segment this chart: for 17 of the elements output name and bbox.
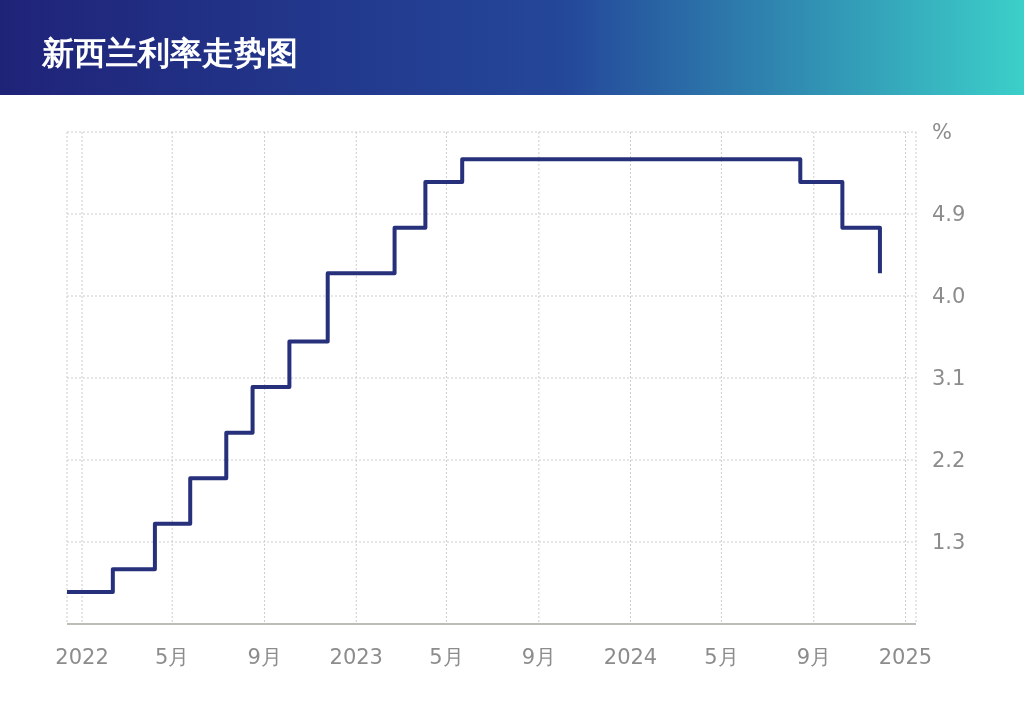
y-tick-label: 3.1 — [932, 366, 966, 390]
y-tick-label: 4.9 — [932, 202, 966, 226]
y-tick-label: % — [932, 120, 952, 144]
y-tick-label: 1.3 — [932, 530, 966, 554]
x-tick-label: 9月 — [521, 645, 557, 669]
x-tick-label: 2024 — [603, 645, 658, 669]
chart-title: 新西兰利率走势图 — [41, 34, 298, 72]
x-tick-label: 9月 — [796, 645, 832, 669]
x-tick-label: 5月 — [429, 645, 464, 669]
y-tick-label: 4.0 — [932, 284, 966, 308]
y-tick-label: 2.2 — [932, 448, 966, 472]
x-tick-label: 9月 — [247, 645, 282, 669]
x-tick-label: 5月 — [155, 645, 190, 669]
x-tick-label: 5月 — [704, 645, 739, 669]
x-tick-label: 2025 — [878, 645, 933, 669]
x-tick-label: 2023 — [329, 645, 383, 669]
x-tick-label: 2022 — [55, 645, 109, 669]
